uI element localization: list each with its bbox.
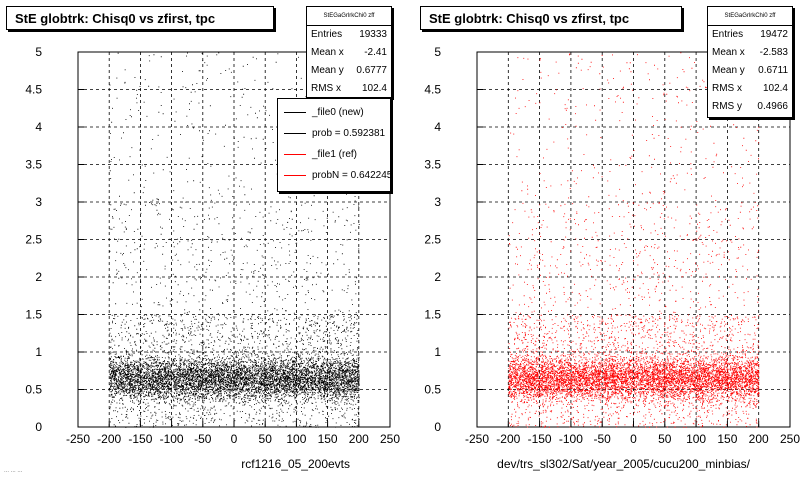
left-stats-name: StEGaGrlrkChi0 zff <box>307 7 391 26</box>
y-tick-label: 2 <box>434 270 441 284</box>
left-stats-row: Mean y 0.6777 <box>311 65 387 76</box>
x-tick-label: 0 <box>231 432 238 446</box>
right-stats-row: Mean x -2.583 <box>712 47 788 58</box>
right-stats-row: RMS x 102.4 <box>712 83 788 94</box>
y-tick-label: 1 <box>434 345 441 359</box>
legend-line-red <box>284 175 306 176</box>
right-stats-box: StEGaGrlrkChi0 zff Entries 19472 Mean x -2… <box>707 6 793 118</box>
x-tick-label: 150 <box>318 432 338 446</box>
x-tick-label: -150 <box>528 432 552 446</box>
y-tick-label: 3 <box>434 195 441 209</box>
right-scatter-plot: -250 -200 -150 -100 -50 0 50 100 150 200 250 0 0.5 1 1… <box>424 45 800 471</box>
x-tick-label: -100 <box>559 432 583 446</box>
y-tick-label: 0.5 <box>424 383 441 397</box>
x-tick-label: -150 <box>128 432 152 446</box>
y-tick-label: 0 <box>35 420 42 434</box>
y-tick-label: 3.5 <box>25 158 42 172</box>
right-stats-row: RMS y 0.4966 <box>712 101 788 112</box>
y-tick-label: 4 <box>434 120 441 134</box>
legend-entry: _file0 (new) <box>278 102 390 123</box>
y-tick-label: 5 <box>434 45 441 59</box>
y-tick-label: 1.5 <box>424 308 441 322</box>
left-plot-title: StE globtrk: Chisq0 vs zfirst, tpc <box>6 6 274 30</box>
y-tick-label: 2 <box>35 270 42 284</box>
x-tick-label: -50 <box>194 432 212 446</box>
footer-timestamp: ... ... ... <box>4 468 23 474</box>
legend-entry: probN = 0.642245 <box>278 165 390 186</box>
x-tick-label: 200 <box>349 432 369 446</box>
left-stats-row: Mean x -2.41 <box>311 47 387 58</box>
x-tick-label: 100 <box>286 432 306 446</box>
right-stats-row: Entries 19472 <box>712 29 788 40</box>
right-stats-name: StEGaGrlrkChi0 zff <box>708 7 792 26</box>
x-tick-label: 200 <box>749 432 769 446</box>
y-tick-label: 2.5 <box>424 233 441 247</box>
legend-entry: _file1 (ref) <box>278 144 390 165</box>
x-tick-label: 150 <box>717 432 737 446</box>
scatter-points <box>109 52 360 428</box>
legend-entry: prob = 0.592381 <box>278 123 390 144</box>
x-tick-label: 100 <box>686 432 706 446</box>
right-stats-row: Mean y 0.6711 <box>712 65 788 76</box>
y-tick-label: 4 <box>35 120 42 134</box>
x-tick-label: -250 <box>66 432 90 446</box>
right-plot-title: StE globtrk: Chisq0 vs zfirst, tpc <box>420 6 682 30</box>
y-tick-label: 3 <box>35 195 42 209</box>
y-tick-label: 1 <box>35 345 42 359</box>
left-stats-row: RMS x 102.4 <box>311 83 387 94</box>
y-tick-label: 0.5 <box>25 383 42 397</box>
x-tick-label: 250 <box>380 432 400 446</box>
x-tick-label: -200 <box>496 432 520 446</box>
left-legend: _file0 (new) prob = 0.592381 _file1 (ref… <box>277 98 391 192</box>
legend-line-red <box>284 154 306 155</box>
legend-line-black <box>284 112 306 113</box>
y-tick-label: 4.5 <box>25 83 42 97</box>
y-tick-label: 0 <box>434 420 441 434</box>
y-tick-label: 3.5 <box>424 158 441 172</box>
x-tick-label: 0 <box>630 432 637 446</box>
x-tick-label: -100 <box>160 432 184 446</box>
y-tick-label: 2.5 <box>25 233 42 247</box>
left-stats-row: Entries 19333 <box>311 29 387 40</box>
left-stats-box: StEGaGrlrkChi0 zff Entries 19333 Mean x -2… <box>306 6 392 98</box>
y-tick-label: 1.5 <box>25 308 42 322</box>
x-tick-label: -200 <box>97 432 121 446</box>
x-tick-label: 50 <box>259 432 273 446</box>
x-tick-label: 50 <box>658 432 672 446</box>
x-tick-label: -50 <box>594 432 612 446</box>
y-tick-label: 4.5 <box>424 83 441 97</box>
x-axis-title: rcf1216_05_200evts <box>241 457 350 471</box>
legend-line-black <box>284 133 306 134</box>
x-axis-title: dev/trs_sl302/Sat/year_2005/cucu200_minb… <box>497 457 750 471</box>
y-tick-label: 5 <box>35 45 42 59</box>
x-tick-label: 250 <box>780 432 800 446</box>
x-tick-label: -250 <box>465 432 489 446</box>
